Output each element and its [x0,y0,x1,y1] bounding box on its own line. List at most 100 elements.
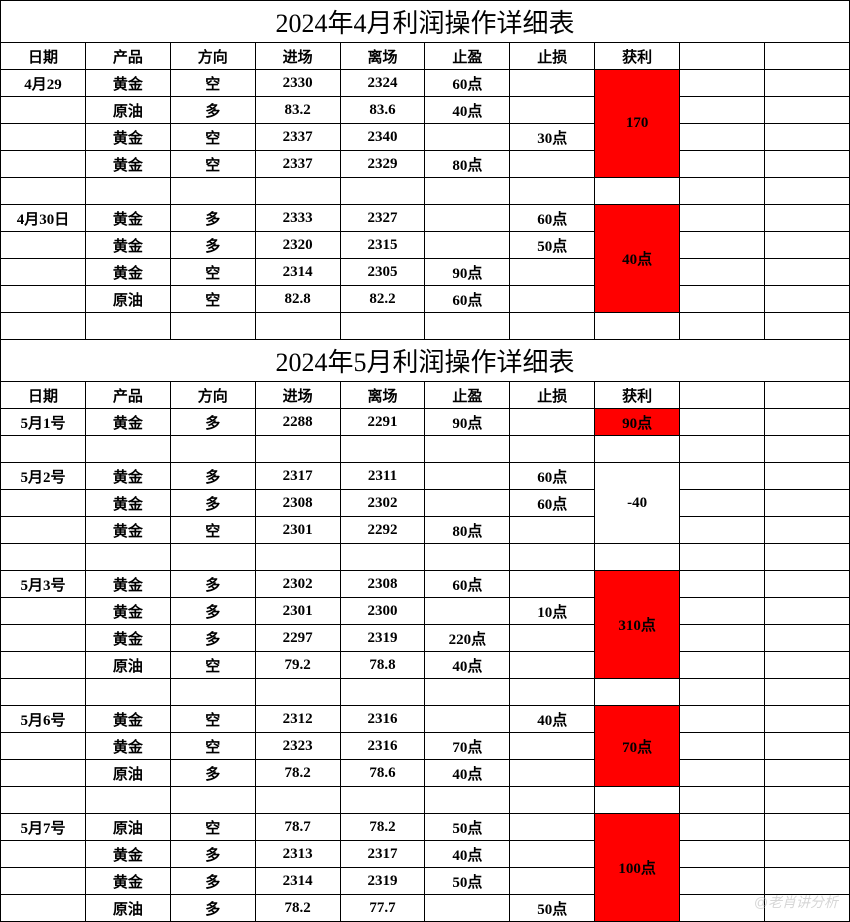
data-cell: 空 [170,286,255,313]
empty-cell [85,544,170,571]
data-cell: 2302 [340,490,425,517]
data-cell: 黄金 [85,151,170,178]
empty-cell [1,436,86,463]
empty-cell [765,841,850,868]
data-cell: 10点 [510,598,595,625]
table-row: 黄金多2313231740点 [1,841,850,868]
column-header: 止损 [510,43,595,70]
data-cell: 50点 [510,232,595,259]
data-cell [425,232,510,259]
data-cell: 2337 [255,151,340,178]
empty-cell [765,205,850,232]
empty-cell [680,97,765,124]
data-cell: 多 [170,97,255,124]
data-cell [1,490,86,517]
empty-cell [340,679,425,706]
data-cell: 78.7 [255,814,340,841]
spacer-row [1,679,850,706]
empty-cell [765,652,850,679]
data-cell [425,706,510,733]
spacer-row [1,178,850,205]
data-cell: 4月30日 [1,205,86,232]
empty-cell [680,787,765,814]
table-row: 4月30日黄金多2333232760点40点 [1,205,850,232]
data-cell [425,124,510,151]
empty-cell [255,178,340,205]
empty-cell [170,544,255,571]
data-cell: 2288 [255,409,340,436]
empty-cell [765,313,850,340]
column-header: 日期 [1,382,86,409]
data-cell: 2323 [255,733,340,760]
empty-cell [765,598,850,625]
empty-cell [425,178,510,205]
empty-cell [170,679,255,706]
profit-cell: -40 [595,463,680,544]
data-cell: 原油 [85,760,170,787]
data-cell: 2317 [340,841,425,868]
profit-cell: 310点 [595,571,680,679]
data-cell [510,571,595,598]
data-cell: 2300 [340,598,425,625]
empty-cell [595,679,680,706]
empty-cell [680,868,765,895]
data-cell: 2320 [255,232,340,259]
data-cell: 5月3号 [1,571,86,598]
data-cell: 空 [170,733,255,760]
data-cell: 空 [170,259,255,286]
data-cell [510,625,595,652]
spacer-row [1,787,850,814]
data-cell: 2316 [340,706,425,733]
empty-cell [85,178,170,205]
empty-cell [765,286,850,313]
data-cell: 黄金 [85,625,170,652]
profit-cell: 90点 [595,409,680,436]
data-cell: 60点 [425,70,510,97]
empty-cell [85,787,170,814]
data-cell: 黄金 [85,571,170,598]
data-cell [1,124,86,151]
empty-cell [595,436,680,463]
table-row: 5月3号黄金多2302230860点310点 [1,571,850,598]
data-cell: 220点 [425,625,510,652]
data-cell: 黄金 [85,409,170,436]
empty-cell [680,124,765,151]
table-row: 5月2号黄金多2317231160点-40 [1,463,850,490]
data-cell: 空 [170,151,255,178]
data-cell [510,517,595,544]
empty-cell [680,733,765,760]
empty-cell [765,733,850,760]
empty-cell [680,313,765,340]
empty-cell [765,490,850,517]
column-header: 进场 [255,43,340,70]
table-row: 5月7号原油空78.778.250点100点 [1,814,850,841]
empty-cell [765,679,850,706]
data-cell: 原油 [85,814,170,841]
data-cell: 82.2 [340,286,425,313]
data-cell: 80点 [425,517,510,544]
data-cell: 2329 [340,151,425,178]
data-cell [1,259,86,286]
empty-cell [340,313,425,340]
empty-cell [680,598,765,625]
empty-cell [595,313,680,340]
data-cell: 2316 [340,733,425,760]
table-row: 黄金多22972319220点 [1,625,850,652]
data-cell: 2292 [340,517,425,544]
data-cell: 2314 [255,868,340,895]
data-cell: 78.2 [255,895,340,922]
data-cell: 空 [170,814,255,841]
data-cell: 2312 [255,706,340,733]
data-cell: 2301 [255,598,340,625]
empty-cell [765,232,850,259]
data-cell: 79.2 [255,652,340,679]
empty-cell [765,625,850,652]
data-cell: 黄金 [85,124,170,151]
table-row: 原油空82.882.260点 [1,286,850,313]
table-row: 黄金空2337232980点 [1,151,850,178]
column-header: 获利 [595,382,680,409]
data-cell: 90点 [425,259,510,286]
empty-cell [425,544,510,571]
section-title: 2024年5月利润操作详细表 [1,340,850,382]
empty-cell [680,151,765,178]
